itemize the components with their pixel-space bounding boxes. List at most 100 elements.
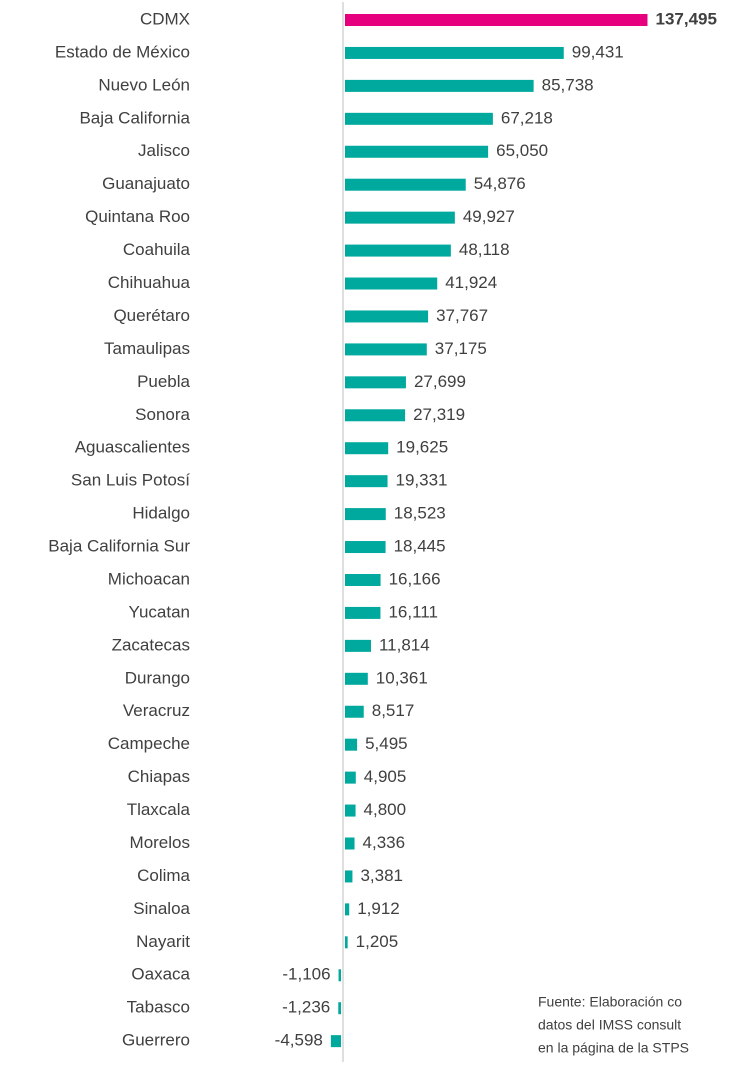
category-label: Hidalgo	[132, 504, 190, 523]
value-label: 41,924	[445, 273, 497, 292]
category-label: Zacatecas	[112, 635, 190, 654]
bar	[345, 14, 648, 26]
bar	[345, 409, 406, 422]
bar	[338, 969, 341, 982]
bar	[345, 771, 356, 784]
bar	[345, 837, 355, 850]
value-label: 85,738	[542, 75, 594, 94]
category-label: Veracruz	[123, 701, 190, 720]
value-label: 1,205	[356, 932, 399, 951]
value-label: 19,625	[396, 438, 448, 457]
category-label: CDMX	[140, 9, 190, 28]
category-label: Sonora	[135, 405, 190, 424]
category-label: Sinaloa	[133, 899, 190, 918]
bar	[345, 606, 381, 619]
category-label: Puebla	[137, 372, 190, 391]
bar	[338, 1002, 341, 1015]
value-label: 16,111	[388, 602, 437, 621]
value-label: 19,331	[396, 471, 448, 490]
value-label: 49,927	[463, 207, 515, 226]
value-label: 4,336	[363, 833, 406, 852]
category-label: Estado de México	[55, 42, 190, 61]
value-label: 18,523	[394, 504, 446, 523]
category-label: Aguascalientes	[75, 438, 190, 457]
value-label: 18,445	[394, 537, 446, 556]
bar	[345, 508, 386, 521]
value-label: 27,319	[413, 405, 465, 424]
category-label: Yucatan	[129, 602, 190, 621]
source-note: datos del IMSS consult	[538, 1017, 681, 1033]
bar	[345, 112, 493, 125]
bar	[345, 541, 386, 554]
value-label: 99,431	[572, 42, 624, 61]
bar	[345, 870, 353, 883]
category-label: San Luis Potosí	[71, 471, 190, 490]
bar	[345, 573, 381, 586]
category-label: Michoacan	[108, 569, 190, 588]
category-label: Jalisco	[138, 141, 190, 160]
bar	[345, 244, 451, 257]
value-label: 10,361	[376, 668, 428, 687]
category-label: Tlaxcala	[127, 800, 191, 819]
value-label: 48,118	[459, 240, 510, 259]
bar	[345, 211, 455, 224]
bar	[345, 376, 406, 389]
category-label: Campeche	[108, 734, 190, 753]
category-label: Nayarit	[136, 932, 190, 951]
bar	[345, 79, 534, 92]
category-label: Oaxaca	[131, 965, 190, 984]
value-label: 11,814	[379, 635, 430, 654]
category-label: Quintana Roo	[85, 207, 190, 226]
category-label: Tamaulipas	[104, 339, 190, 358]
value-label: 65,050	[496, 141, 548, 160]
category-label: Chihuahua	[108, 273, 191, 292]
category-label: Chiapas	[128, 767, 190, 786]
category-label: Tabasco	[127, 998, 190, 1017]
bar	[345, 705, 364, 718]
category-label: Morelos	[130, 833, 190, 852]
value-label: 37,767	[436, 306, 488, 325]
category-label: Baja California	[79, 108, 190, 127]
value-label: 4,905	[364, 767, 407, 786]
category-label: Guanajuato	[102, 174, 190, 193]
bar	[345, 738, 358, 751]
category-label: Colima	[137, 866, 190, 885]
value-label: 137,495	[655, 9, 716, 28]
bar	[345, 145, 489, 158]
value-label: -1,236	[282, 998, 330, 1017]
category-label: Durango	[125, 668, 190, 687]
bar	[345, 442, 389, 455]
bar	[345, 310, 429, 323]
value-label: 54,876	[474, 174, 526, 193]
bar	[330, 1035, 341, 1048]
category-label: Querétaro	[113, 306, 190, 325]
bar	[345, 277, 438, 290]
category-label: Coahuila	[123, 240, 191, 259]
category-label: Baja California Sur	[48, 537, 190, 556]
bar	[345, 343, 427, 356]
source-note: Fuente: Elaboración co	[538, 994, 682, 1010]
value-label: -4,598	[275, 1031, 323, 1050]
value-label: 8,517	[372, 701, 415, 720]
category-label: Guerrero	[122, 1031, 190, 1050]
bar	[345, 804, 356, 817]
value-label: 16,166	[389, 569, 441, 588]
value-label: 5,495	[365, 734, 408, 753]
category-label: Nuevo León	[98, 75, 190, 94]
source-note: en la página de la STPS	[538, 1040, 689, 1056]
bar	[345, 178, 466, 191]
bar	[345, 475, 388, 488]
bar	[345, 672, 368, 685]
bar	[345, 46, 564, 59]
value-label: 27,699	[414, 372, 466, 391]
bar	[345, 639, 371, 652]
value-label: 3,381	[360, 866, 403, 885]
value-label: 1,912	[357, 899, 400, 918]
bar	[345, 903, 350, 916]
bar	[345, 936, 348, 949]
value-label: 67,218	[501, 108, 553, 127]
value-label: -1,106	[282, 965, 330, 984]
value-label: 4,800	[364, 800, 407, 819]
